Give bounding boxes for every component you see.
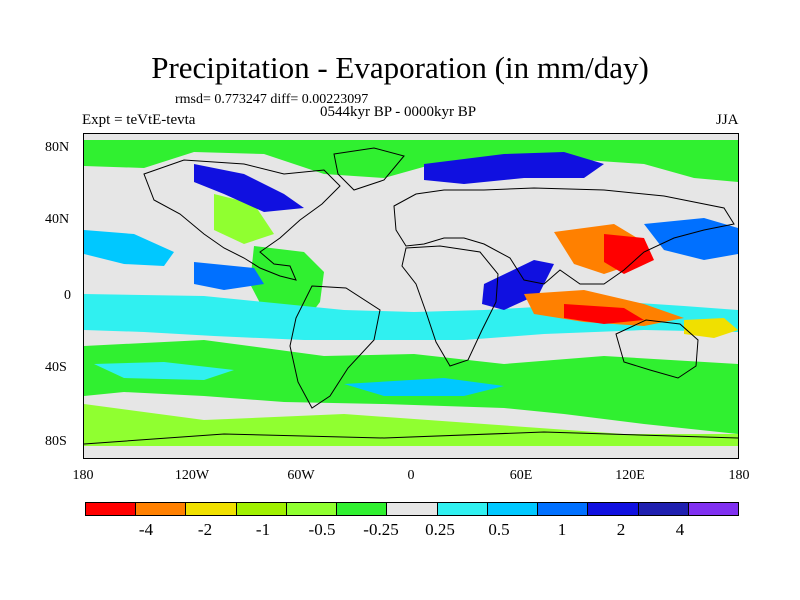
x-tick-label-60w: 60W xyxy=(287,468,315,483)
y-tick-label-0: 0 xyxy=(64,288,71,303)
colorbar-box-4 xyxy=(236,503,287,515)
warm-regions xyxy=(524,224,738,338)
colorbar-box-9 xyxy=(487,503,539,515)
colorbar-box-5 xyxy=(286,503,338,515)
x-tick-label-0: 0 xyxy=(407,468,415,483)
x-tick-label-180e: 180 xyxy=(728,468,750,483)
colorbar-box-3 xyxy=(186,503,237,515)
colorbar-box-2 xyxy=(136,503,187,515)
x-tick-label-120w: 120W xyxy=(174,468,210,483)
y-tick-label-80n: 80N xyxy=(45,140,70,155)
period-label: 0544kyr BP - 0000kyr BP xyxy=(320,104,477,120)
colorbar-label-6: 0.25 xyxy=(425,520,455,539)
y-tick-label-40n: 40N xyxy=(45,212,70,227)
colorbar xyxy=(85,502,739,516)
colorbar-label-5: -0.25 xyxy=(363,520,399,539)
y-tick-label-40s: 40S xyxy=(45,360,67,375)
colorbar-box-12 xyxy=(638,503,689,515)
colorbar-label-3: -1 xyxy=(255,520,271,539)
colorbar-label-4: -0.5 xyxy=(308,520,336,539)
colorbar-box-7 xyxy=(387,503,438,515)
colorbar-label-10: 4 xyxy=(675,520,685,539)
colorbar-label-1: -4 xyxy=(138,520,154,539)
x-tick-label-180w: 180 xyxy=(72,468,94,483)
colorbar-box-6 xyxy=(337,503,388,515)
coastlines xyxy=(84,147,738,445)
colorbar-label-8: 1 xyxy=(557,520,567,539)
colorbar-box-1 xyxy=(86,503,137,515)
x-tick-label-60e: 60E xyxy=(509,468,533,483)
stats-label: rmsd= 0.773247 diff= 0.00223097 xyxy=(175,92,369,107)
map-title: Precipitation - Evaporation (in mm/day) xyxy=(151,50,649,85)
map-field-svg xyxy=(84,140,738,446)
green-regions xyxy=(84,140,738,446)
y-tick-label-80s: 80S xyxy=(45,434,67,449)
x-tick-label-120e: 120E xyxy=(615,468,645,483)
colorbar-box-13 xyxy=(688,503,739,515)
colorbar-box-10 xyxy=(538,503,589,515)
colorbar-label-2: -2 xyxy=(197,520,213,539)
colorbar-box-8 xyxy=(437,503,488,515)
experiment-label: Expt = teVtE-tevta xyxy=(82,112,196,128)
colorbar-box-11 xyxy=(588,503,639,515)
colorbar-label-9: 2 xyxy=(616,520,626,539)
season-label: JJA xyxy=(716,112,739,128)
colorbar-label-7: 0.5 xyxy=(488,520,510,539)
map-plot xyxy=(83,133,739,459)
